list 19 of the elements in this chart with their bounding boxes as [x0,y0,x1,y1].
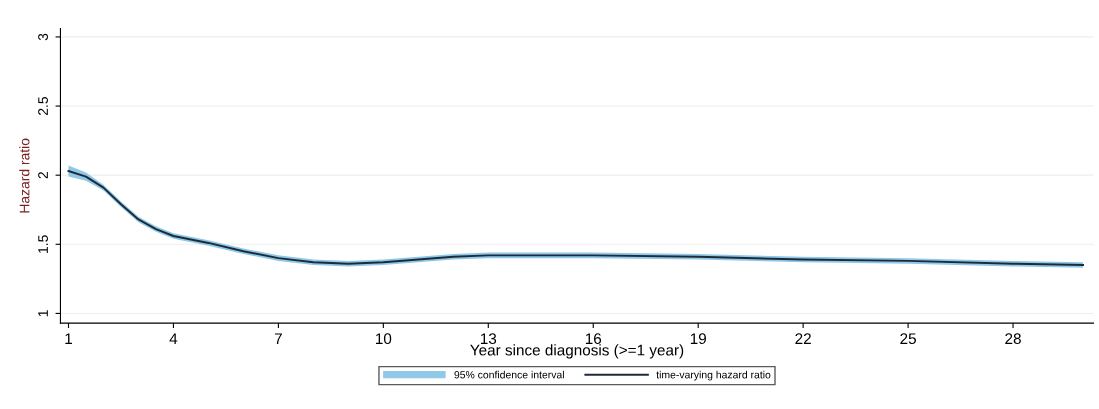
x-tick-label: 22 [795,333,811,344]
y-axis-title: Hazard ratio [19,138,30,213]
x-tick-label: 10 [376,333,392,345]
y-tick-label: 2 [38,172,48,179]
x-tick-label: 19 [690,333,706,345]
x-tick-label: 16 [585,333,602,345]
text: 95% confidence interval [454,370,564,379]
x-tick-label: 28 [1005,333,1021,345]
text: time-varying hazard ratio [656,370,771,381]
y-tick-label: 1.5 [38,235,48,253]
x-tick-label: 7 [274,333,282,344]
x-tick-label: 25 [900,333,916,345]
x-axis-title: Year since diagnosis (>=1 year) [470,344,684,359]
x-tick-label: 4 [169,333,178,344]
y-tick-label: 1 [38,310,48,317]
y-tick-label: 2.5 [38,96,48,116]
x-tick-label: 13 [480,333,497,345]
x-tick-label: 1 [65,333,72,344]
y-tick-label: 3 [38,33,48,41]
